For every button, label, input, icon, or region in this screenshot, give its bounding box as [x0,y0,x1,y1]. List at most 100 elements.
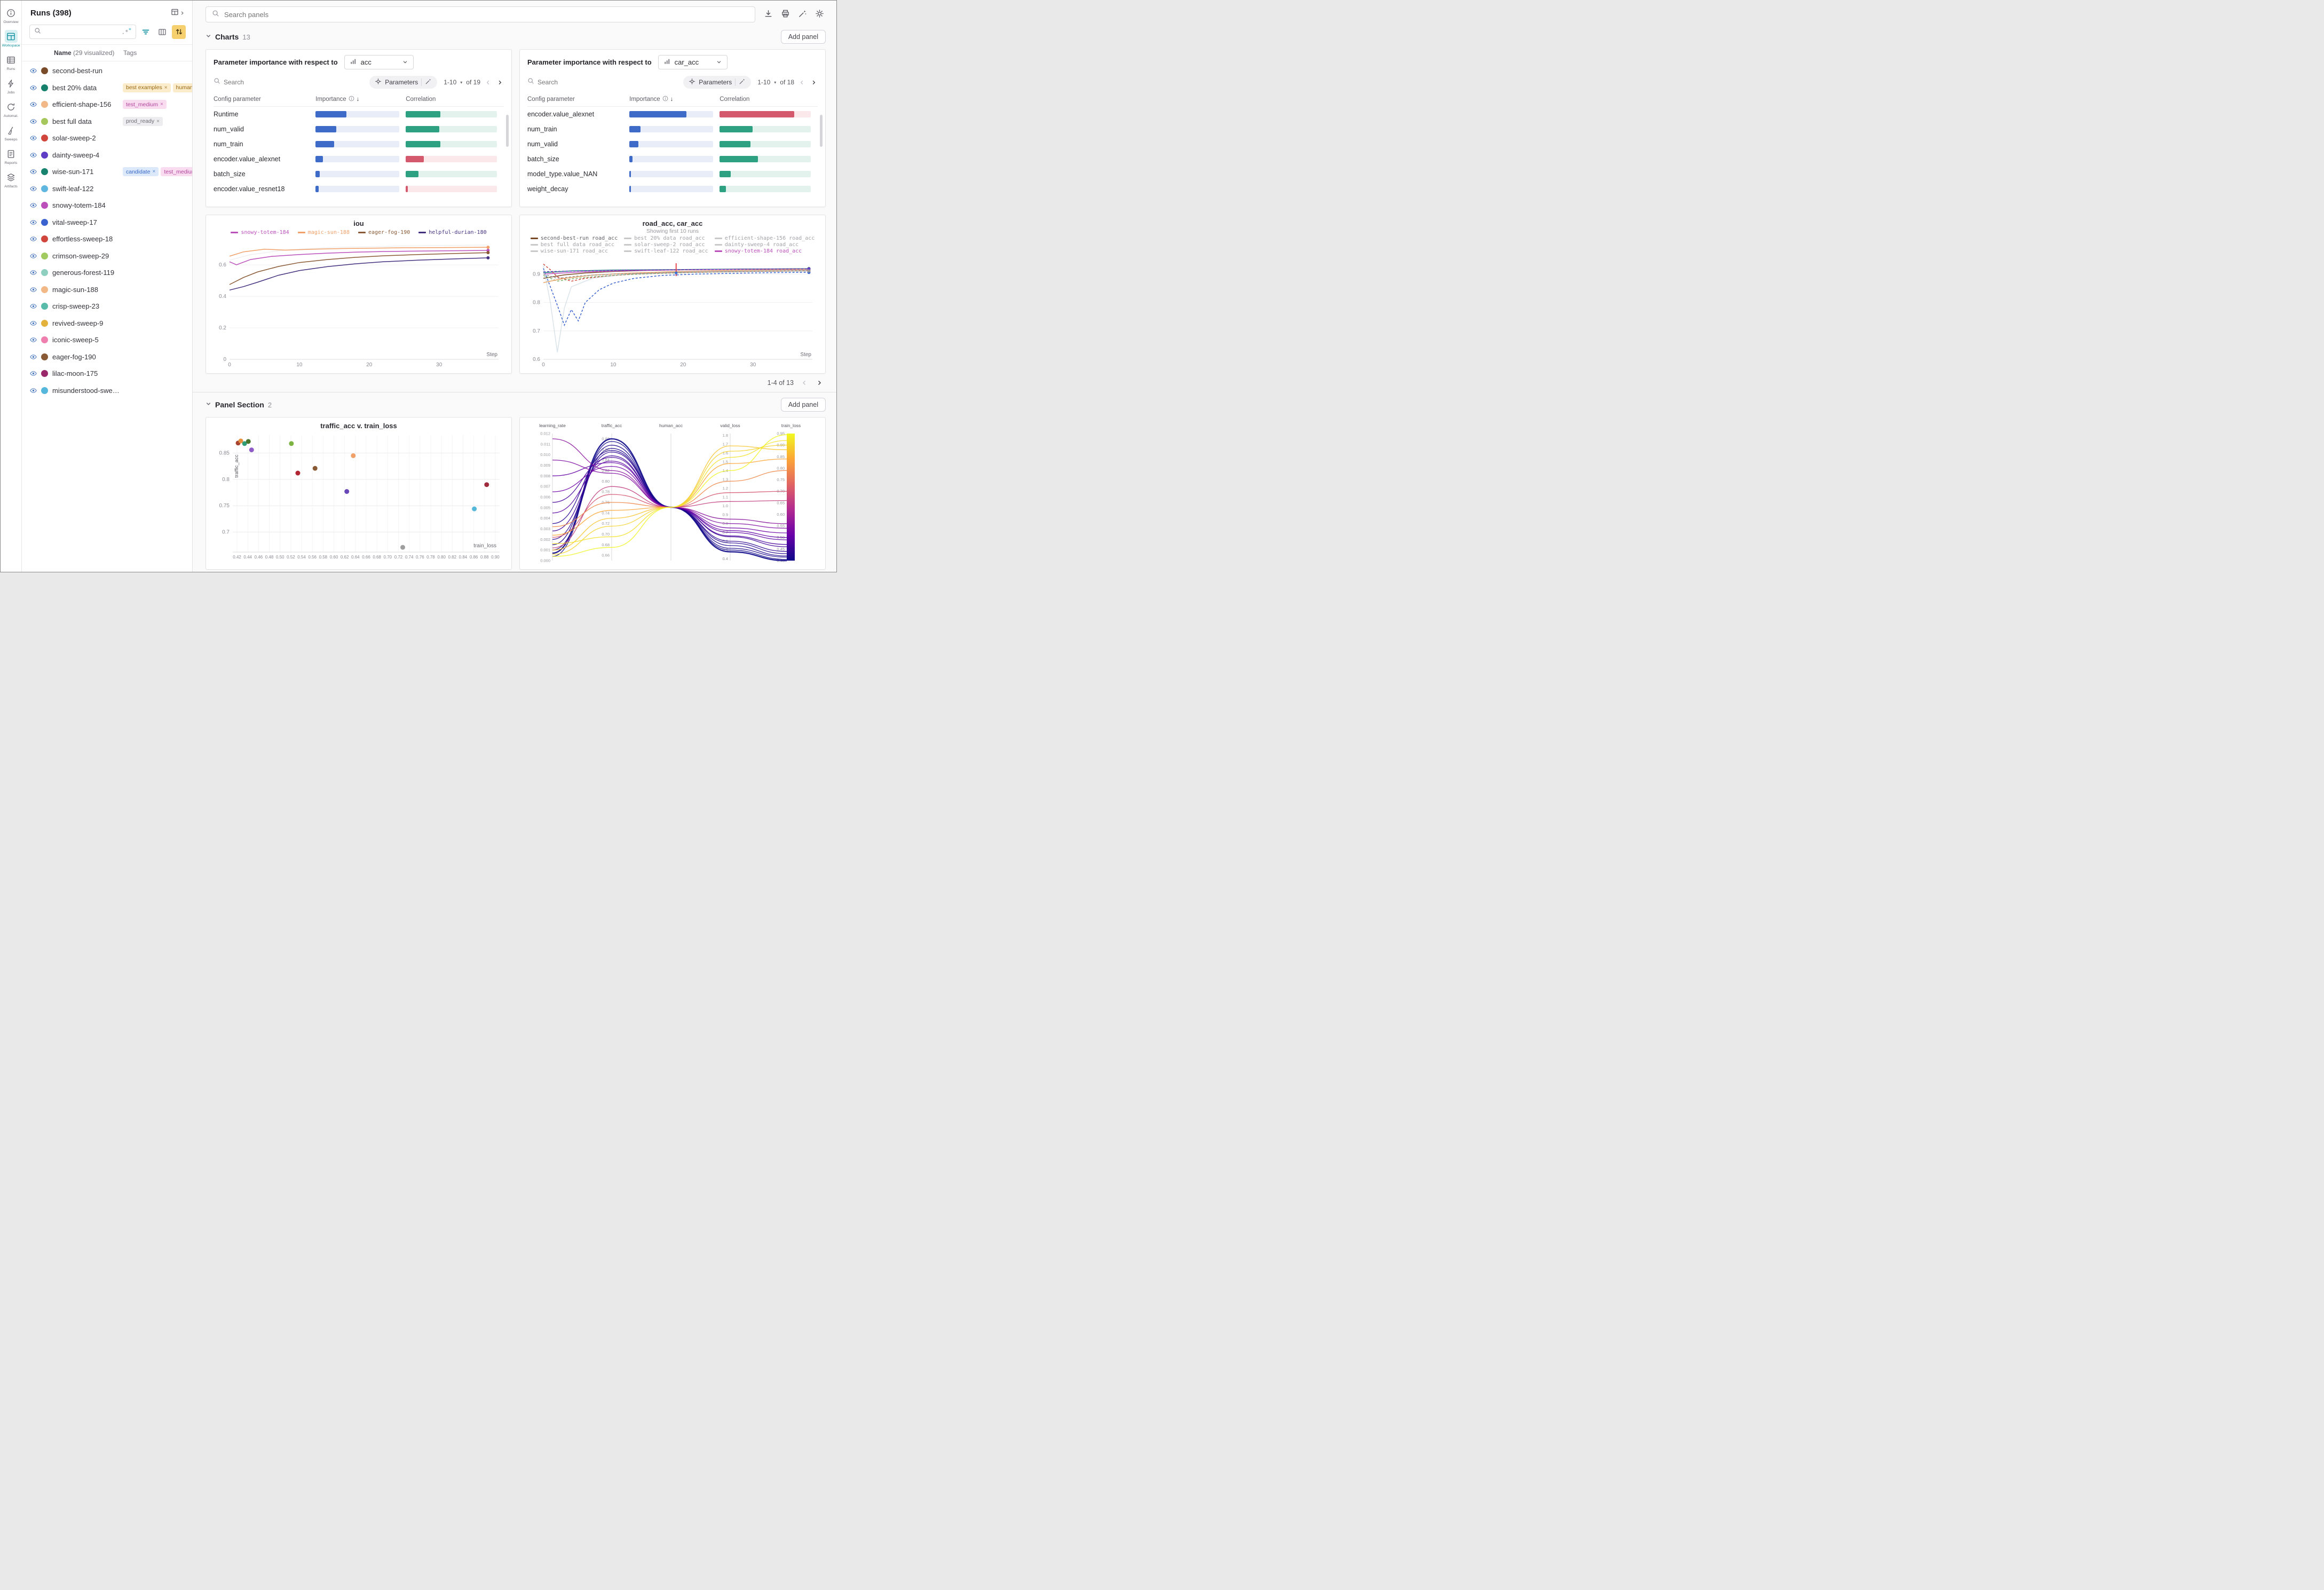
chevron-down-icon[interactable] [205,32,211,42]
download-button[interactable] [761,7,776,22]
legend-item[interactable]: snowy-totem-184 road_acc [714,248,815,254]
tag-chip[interactable]: test_medium × [161,167,192,177]
magic-wand-button[interactable] [795,7,810,22]
tag-close-icon[interactable]: × [156,118,160,124]
importance-row[interactable]: batch_size [214,167,504,182]
visibility-eye-icon[interactable] [29,100,40,108]
run-name[interactable]: best 20% data [52,83,97,92]
importance-search-input[interactable] [224,78,272,86]
run-row[interactable]: lilac-moon-175 [22,365,192,382]
runs-search-input[interactable] [44,28,118,36]
run-row[interactable]: magic-sun-188 [22,281,192,298]
tag-chip[interactable]: prod_ready × [123,116,163,126]
importance-header[interactable]: Importance ↓ [315,96,360,103]
metric-dropdown[interactable]: acc [344,55,414,69]
visibility-eye-icon[interactable] [29,302,40,310]
visibility-eye-icon[interactable] [29,369,40,377]
importance-row[interactable]: num_valid [214,122,504,137]
run-name[interactable]: misunderstood-swe… [52,386,120,395]
panel-search-input[interactable] [224,10,749,19]
charts-prev-button[interactable] [800,380,809,386]
name-column-header[interactable]: Name (29 visualized) [54,49,115,57]
tag-close-icon[interactable]: × [160,101,163,108]
run-row[interactable]: crimson-sweep-29 [22,248,192,265]
rail-item-automations[interactable]: Automat. [1,98,21,121]
visibility-eye-icon[interactable] [29,387,40,395]
chart-plot[interactable]: learning_rate 0.012 0.011 0.010 0.009 0.008 0.… [524,421,821,567]
pager-range[interactable]: 1-10 [444,78,457,86]
legend-item[interactable]: snowy-totem-184 [231,230,289,235]
rail-item-jobs[interactable]: Jobs [1,74,21,98]
run-row[interactable]: efficient-shape-156 test_medium × [22,96,192,113]
tag-chip[interactable]: candidate × [123,167,159,177]
parameters-button[interactable]: Parameters [369,76,438,89]
legend-item[interactable]: dainty-sweep-4 road_acc [714,242,815,248]
visibility-eye-icon[interactable] [29,117,40,125]
visibility-eye-icon[interactable] [29,336,40,344]
visibility-eye-icon[interactable] [29,84,40,92]
scrollbar-thumb[interactable] [506,115,509,147]
importance-row[interactable]: num_train [214,137,504,152]
legend-item[interactable]: helpful-durian-180 [418,230,487,235]
importance-row[interactable]: num_train [527,122,818,137]
importance-row[interactable]: weight_decay [527,182,818,196]
visibility-eye-icon[interactable] [29,319,40,327]
magic-wand-icon[interactable] [425,78,432,86]
run-row[interactable]: eager-fog-190 [22,349,192,366]
run-row[interactable]: wise-sun-171 candidate ×test_medium × [22,163,192,180]
run-row[interactable]: revived-sweep-9 [22,315,192,332]
run-row[interactable]: generous-forest-119 [22,264,192,281]
panel-section-title[interactable]: Panel Section [215,400,264,409]
pager-prev-button[interactable] [798,80,806,85]
add-panel-button[interactable]: Add panel [780,30,826,44]
metric-dropdown[interactable]: car_acc [658,55,728,69]
settings-button[interactable] [812,7,827,22]
visibility-eye-icon[interactable] [29,168,40,176]
legend-item[interactable]: second-best-run road_acc [530,235,618,241]
charts-next-button[interactable] [815,380,824,386]
importance-row[interactable]: num_valid [527,137,818,152]
visibility-eye-icon[interactable] [29,353,40,361]
run-name[interactable]: solar-sweep-2 [52,134,96,143]
visibility-eye-icon[interactable] [29,252,40,260]
importance-search-input[interactable] [537,78,586,86]
legend-item[interactable]: wise-sun-171 road_acc [530,248,618,254]
chevron-down-icon[interactable] [205,400,211,410]
run-name[interactable]: lilac-moon-175 [52,369,98,378]
importance-header[interactable]: Importance ↓ [629,96,674,103]
rail-item-runs[interactable]: Runs [1,51,21,74]
rail-item-workspace[interactable]: Workspace [1,27,21,51]
run-name[interactable]: generous-forest-119 [52,269,115,277]
visibility-eye-icon[interactable] [29,151,40,159]
run-row[interactable]: dainty-sweep-4 [22,147,192,164]
importance-row[interactable]: encoder.value_alexnet [214,152,504,167]
regex-toggle[interactable]: .* [121,28,131,36]
importance-row[interactable]: encoder.value_alexnet [527,107,818,122]
importance-row[interactable]: encoder.value_resnet18 [214,182,504,196]
correlation-header[interactable]: Correlation [406,96,436,103]
visibility-eye-icon[interactable] [29,201,40,209]
visibility-eye-icon[interactable] [29,67,40,75]
run-name[interactable]: revived-sweep-9 [52,319,104,327]
pager-next-button[interactable] [496,80,504,85]
legend-item[interactable]: solar-sweep-2 road_acc [624,242,708,248]
legend-item[interactable]: swift-leaf-122 road_acc [624,248,708,254]
rail-item-overview[interactable]: Overview [1,4,21,27]
importance-row[interactable]: model_type.value_NAN [527,167,818,182]
correlation-header[interactable]: Correlation [720,96,750,103]
visibility-eye-icon[interactable] [29,218,40,226]
legend-item[interactable]: magic-sun-188 [297,230,350,235]
filter-button[interactable] [139,25,153,39]
chart-plot[interactable]: 0 0.2 0.4 0.6 0 10 20 30 Step [210,235,507,371]
run-name[interactable]: best full data [52,117,92,125]
run-name[interactable]: vital-sweep-17 [52,218,97,226]
run-name[interactable]: wise-sun-171 [52,168,94,176]
charts-section-title[interactable]: Charts [215,33,239,41]
magic-wand-icon[interactable] [739,78,746,86]
run-name[interactable]: effortless-sweep-18 [52,235,113,243]
columns-button[interactable] [155,25,169,39]
run-name[interactable]: magic-sun-188 [52,285,98,294]
pager-next-button[interactable] [810,80,818,85]
parameters-button[interactable]: Parameters [683,76,752,89]
